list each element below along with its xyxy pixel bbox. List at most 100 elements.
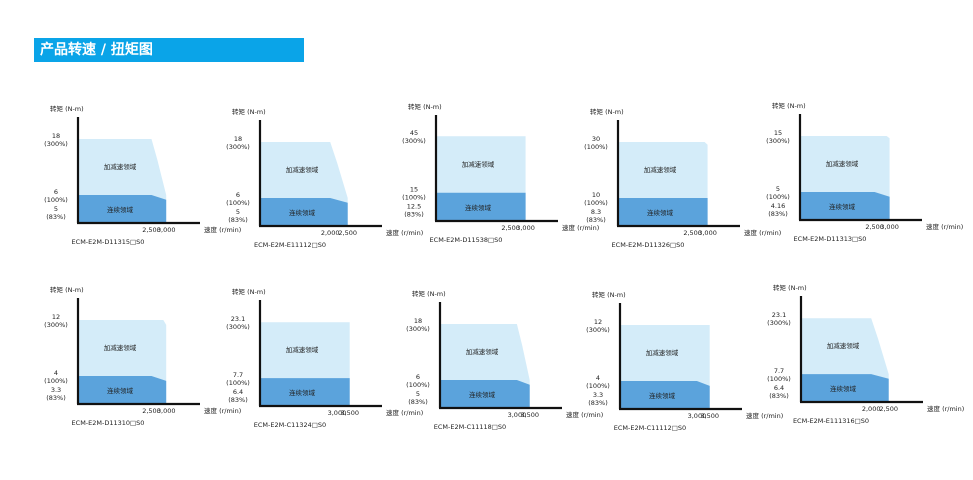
model-name: ECM-E2M-D11538□S0: [430, 236, 503, 244]
y-tick-label: 18: [414, 317, 422, 325]
y-tick-percent: (100%): [584, 199, 608, 207]
torque-chart-3: 转矩 (N-m) 45 (300%) 15 (100%) 12.5 (83%) 加减速领域 连续…: [388, 102, 599, 273]
accel-region-label: 加减速领域: [462, 159, 495, 168]
y-axis-title: 转矩 (N-m): [412, 289, 446, 298]
section-title-banner: 产品转速 / 扭矩图: [34, 38, 304, 62]
torque-chart-4: 转矩 (N-m) 30 (100%) 10 (100%) 8.3 (83%) 加减速领域 连续领…: [570, 107, 781, 278]
continuous-region-label: 连续领域: [830, 384, 857, 393]
continuous-region-area: [260, 378, 350, 406]
y-tick-percent: (83%): [769, 392, 789, 400]
continuous-region-area: [801, 374, 889, 402]
y-tick-label: 4: [54, 369, 58, 377]
y-axis-title: 转矩 (N-m): [772, 101, 806, 110]
continuous-region-label: 连续领域: [107, 386, 134, 395]
y-tick-percent: (300%): [586, 326, 610, 334]
y-tick-percent: (83%): [46, 213, 66, 221]
y-tick-label: 6.4: [233, 388, 243, 396]
model-name: ECM-E2M-E11112□S0: [254, 241, 326, 249]
x-tick-label: 2,500: [338, 229, 357, 237]
x-tick-label: 3,000: [157, 226, 176, 234]
x-axis-title: 速度 (r/min): [204, 406, 241, 415]
x-tick-label: 2,500: [501, 224, 520, 232]
continuous-region-area: [78, 195, 167, 223]
x-tick-label: 2,000: [321, 229, 340, 237]
continuous-region-label: 连续领域: [649, 391, 676, 400]
torque-chart-svg: 转矩 (N-m)30(100%)10(100%)8.3(83%)加减速领域连续领…: [584, 107, 781, 249]
model-name: ECM-E2M-D11310□S0: [72, 419, 145, 427]
y-tick-label: 4.16: [771, 202, 785, 210]
y-tick-percent: (83%): [46, 394, 66, 402]
y-tick-label: 8.3: [591, 208, 601, 216]
y-tick-percent: (83%): [588, 399, 608, 407]
y-tick-label: 3.3: [51, 386, 61, 394]
y-axis-title: 转矩 (N-m): [232, 107, 266, 116]
continuous-region-label: 连续领域: [289, 388, 316, 397]
y-tick-label: 6: [54, 188, 58, 196]
y-tick-percent: (300%): [766, 137, 790, 145]
torque-chart-svg: 转矩 (N-m)18(300%)6(100%)5(83%)加减速领域连续领域2,…: [44, 104, 241, 246]
y-tick-percent: (300%): [44, 140, 68, 148]
accel-region-label: 加减速领域: [646, 348, 679, 357]
x-tick-label: 2,500: [865, 223, 884, 231]
y-tick-percent: (83%): [586, 216, 606, 224]
y-tick-percent: (100%): [226, 379, 250, 387]
x-axis-title: 速度 (r/min): [204, 225, 241, 234]
model-name: ECM-E2M-D11313□S0: [794, 235, 867, 243]
continuous-region-area: [618, 198, 708, 226]
x-tick-label: 3,000: [508, 411, 527, 419]
y-tick-label: 3.3: [593, 391, 603, 399]
x-axis-title: 速度 (r/min): [566, 410, 603, 419]
y-tick-percent: (83%): [228, 216, 248, 224]
accel-region-label: 加减速领域: [104, 162, 137, 171]
x-axis-title: 速度 (r/min): [744, 228, 781, 237]
torque-chart-svg: 转矩 (N-m) 23.1(300%) 7.7(100%)6.4(83%) 加减速领域…: [767, 283, 964, 425]
y-axis-title: 转矩 (N-m): [232, 287, 266, 296]
x-axis-title: 速度 (r/min): [562, 223, 599, 232]
continuous-region-label: 连续领域: [647, 208, 674, 217]
y-tick-percent: (100%): [44, 377, 68, 385]
y-tick-label: 10: [592, 191, 600, 199]
x-axis-title: 速度 (r/min): [386, 408, 423, 417]
x-tick-label: 2,500: [142, 407, 161, 415]
torque-chart-svg: 转矩 (N-m)18(300%)6(100%)5(83%)加减速领域连续领域2,…: [226, 107, 423, 249]
torque-chart-1: 转矩 (N-m) 18 (300%) 6 (100%) 5 (83%) 加减速领域 连续领域 2,…: [30, 104, 241, 275]
y-tick-label: 18: [52, 132, 60, 140]
continuous-region-label: 连续领域: [107, 205, 134, 214]
y-axis-title: 转矩 (N-m): [590, 107, 624, 116]
accel-region-label: 加减速领域: [104, 343, 137, 352]
model-name: ECM-E2M-C11112□S0: [614, 424, 686, 432]
torque-chart-8: 转矩 (N-m) 18 (300%) 6 (100%) 5 (83%) 加减速领域 连续领域 3,…: [392, 289, 603, 460]
y-tick-percent: (300%): [44, 321, 68, 329]
y-tick-percent: (100%): [584, 143, 608, 151]
y-tick-percent: (100%): [402, 194, 426, 202]
y-tick-percent: (300%): [406, 325, 430, 333]
y-tick-label: 6.4: [774, 384, 784, 392]
continuous-region-label: 连续领域: [289, 208, 316, 217]
x-axis-title: 速度 (r/min): [926, 222, 963, 231]
accel-region-label: 加减速领域: [466, 347, 499, 356]
y-tick-label: 7.7: [233, 371, 243, 379]
y-tick-percent: (83%): [408, 398, 428, 406]
y-tick-label: 4: [596, 374, 600, 382]
y-tick-label: 5: [54, 205, 58, 213]
continuous-region-area: [260, 198, 348, 226]
accel-region-label: 加减速领域: [286, 345, 319, 354]
y-axis-title: 转矩 (N-m): [592, 290, 626, 299]
x-axis-title: 速度 (r/min): [746, 411, 783, 420]
accel-region-label: 加减速领域: [826, 159, 859, 168]
y-tick-label: 12: [594, 318, 602, 326]
continuous-region-area: [436, 192, 526, 221]
y-tick-percent: (83%): [404, 211, 424, 219]
accel-region-label: 加减速领域: [827, 341, 860, 350]
y-tick-percent: (100%): [44, 196, 68, 204]
continuous-region-label: 连续领域: [465, 203, 492, 212]
y-tick-label: 5: [776, 185, 780, 193]
x-axis-title: 速度 (r/min): [927, 404, 964, 413]
y-tick-percent: (300%): [767, 319, 791, 327]
torque-chart-10: 转矩 (N-m) 23.1 (300%) 7.7 (100%) 6.4 (83%) 加减速领域…: [753, 283, 964, 454]
torque-chart-6: 转矩 (N-m) 12 (300%) 4 (100%) 3.3 (83%) 加减速领域 连续领域…: [30, 285, 241, 456]
x-tick-label: 2,500: [683, 229, 702, 237]
y-tick-label: 30: [592, 135, 600, 143]
y-tick-percent: (100%): [406, 381, 430, 389]
